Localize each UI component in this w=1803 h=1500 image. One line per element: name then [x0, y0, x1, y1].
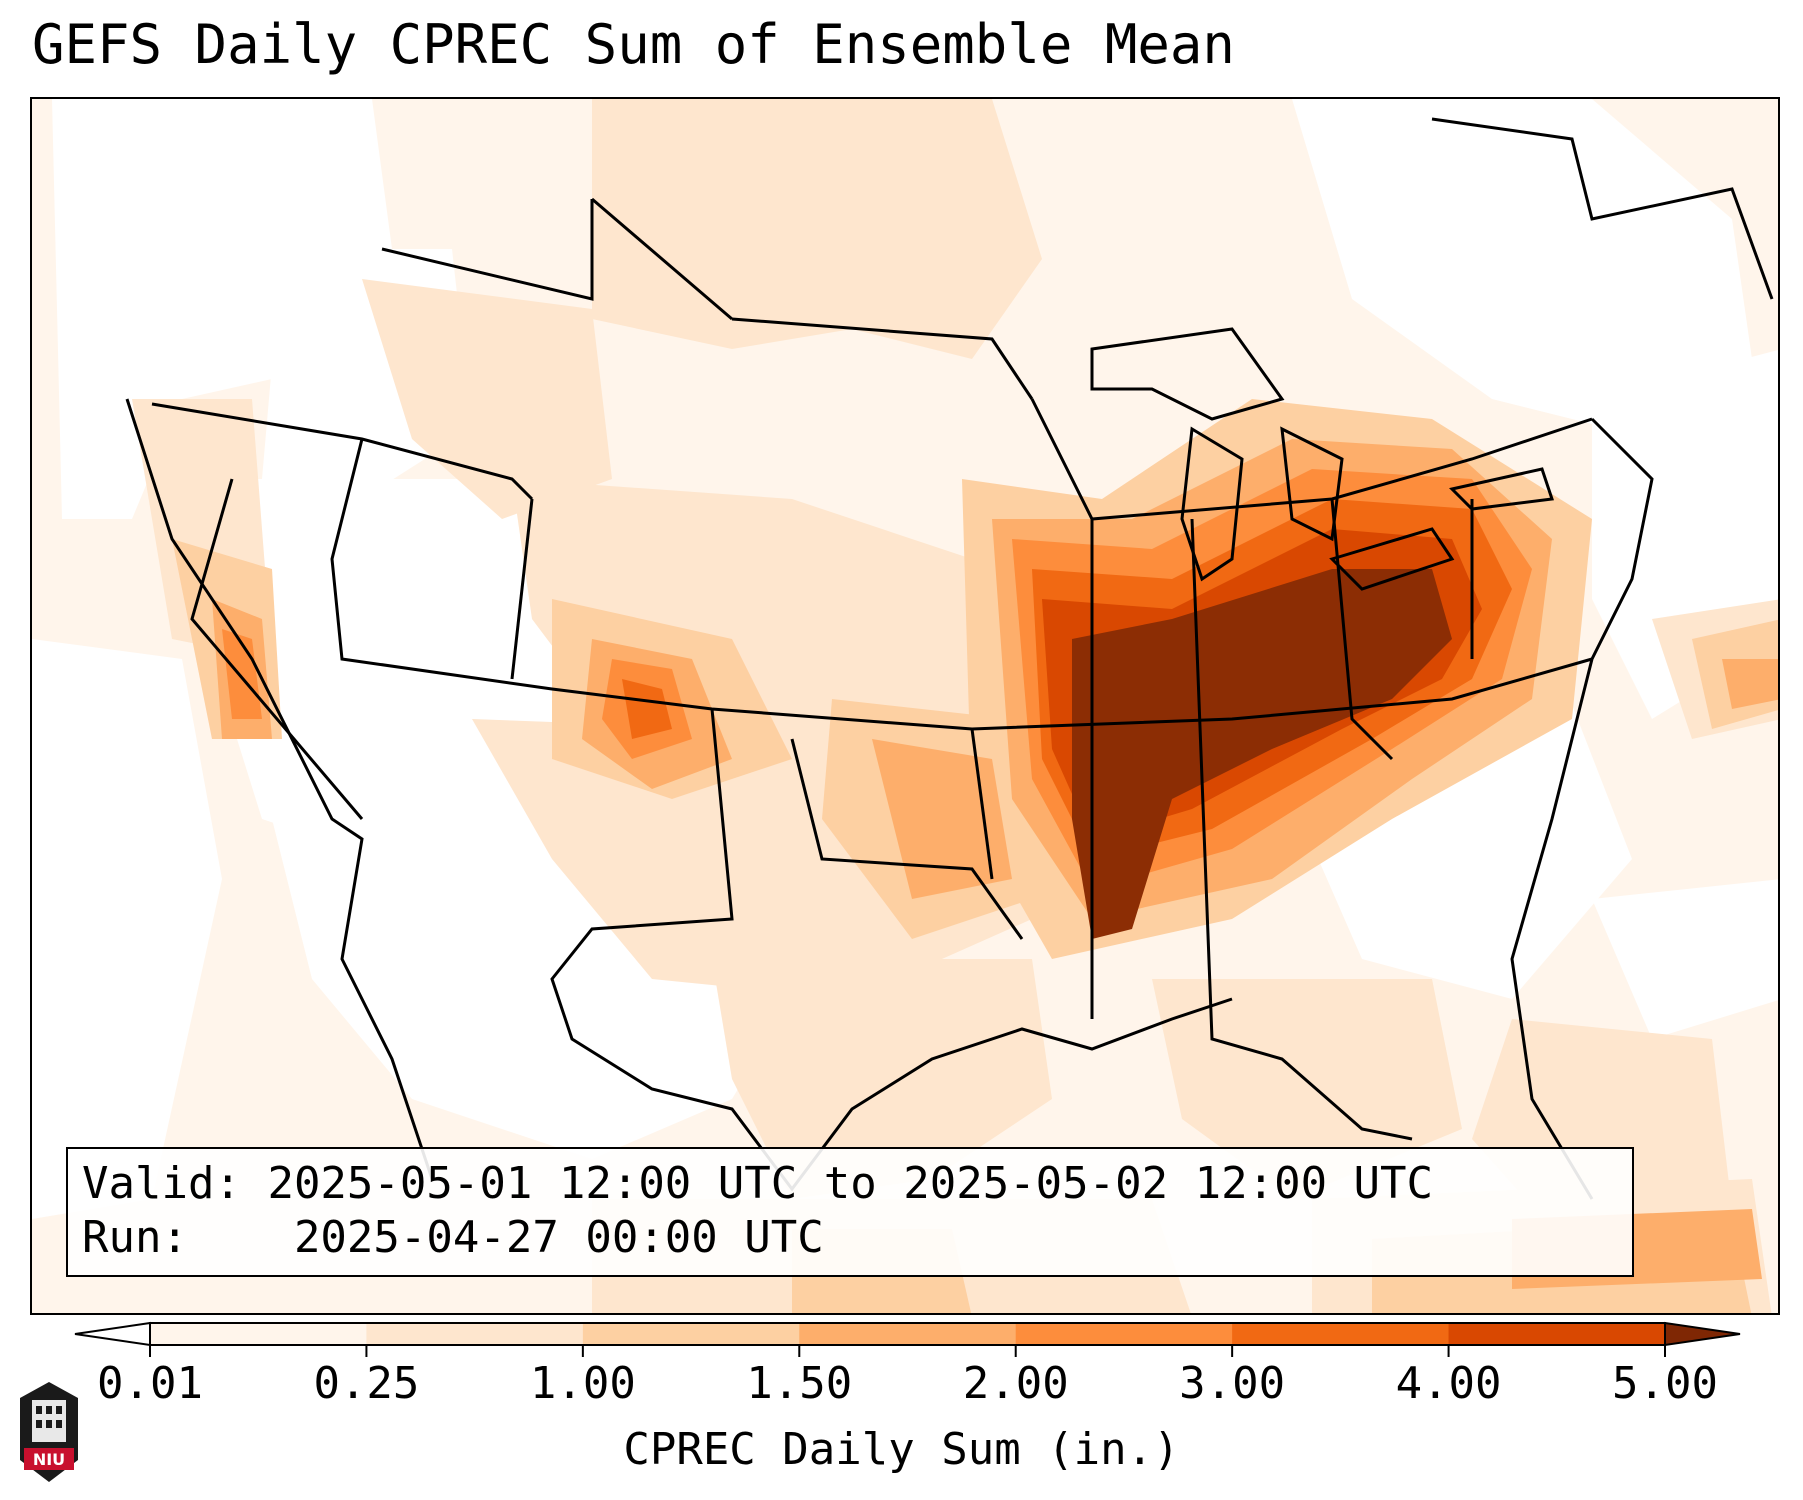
map-canvas	[32, 99, 1778, 1313]
colorbar-tick-label: 5.00	[1612, 1358, 1718, 1409]
run-value: 2025-04-27 00:00 UTC	[293, 1211, 824, 1263]
precip-4-00-5-00	[1072, 569, 1452, 939]
colorbar-tick-label: 3.00	[1179, 1358, 1286, 1409]
colorbar-segment	[1015, 1323, 1233, 1345]
colorbar-tick-label: 4.00	[1395, 1358, 1502, 1409]
colorbar	[74, 1321, 1741, 1357]
great-lakes	[1090, 327, 1555, 591]
colorbar-segment	[150, 1323, 367, 1345]
colorbar-tick-label: 0.25	[313, 1358, 420, 1409]
validity-info-box: Valid: 2025-05-01 12:00 UTC to 2025-05-0…	[66, 1147, 1634, 1277]
valid-label: Valid:	[82, 1158, 241, 1209]
colorbar-segment	[1232, 1323, 1450, 1345]
colorbar-tick-label: 1.50	[746, 1358, 853, 1409]
colorbar-under-arrow	[74, 1321, 151, 1347]
colorbar-segment	[1448, 1323, 1666, 1345]
colorbar-segment	[366, 1323, 584, 1345]
colorbar-tick-label: 0.01	[97, 1358, 203, 1409]
colorbar-tick-label: 1.00	[529, 1358, 636, 1409]
colorbar-tick-label: 2.00	[962, 1358, 1069, 1409]
colorbar-label: CPREC Daily Sum (in.)	[623, 1424, 1180, 1475]
colorbar-over-arrow	[1664, 1321, 1741, 1347]
colorbar-outline	[149, 1322, 1666, 1346]
colorbar-segment	[799, 1323, 1017, 1345]
valid-value: 2025-05-01 12:00 UTC to 2025-05-02 12:00…	[267, 1158, 1434, 1209]
colorbar-segment	[582, 1323, 800, 1345]
map-title: GEFS Daily CPREC Sum of Ensemble Mean	[32, 13, 1235, 76]
niu-logo: NIU	[20, 1382, 78, 1482]
svg-text:NIU: NIU	[33, 1450, 65, 1469]
run-label: Run:	[82, 1211, 188, 1263]
precipitation-map	[30, 97, 1780, 1315]
